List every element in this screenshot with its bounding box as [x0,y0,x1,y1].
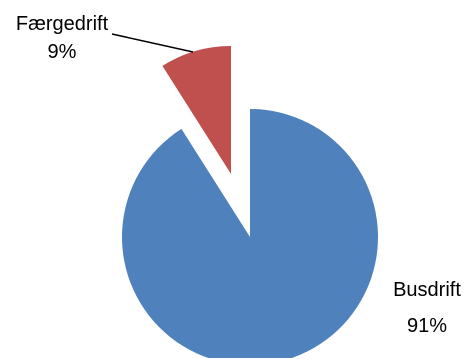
slice-value-busdrift: 91% [407,315,447,337]
slice-faergedrift [162,46,231,174]
slice-label-busdrift: Busdrift [393,279,461,301]
slice-value-faergedrift: 9% [48,41,77,63]
slice-label-faergedrift: Færgedrift [16,13,109,35]
pie-slices [122,46,378,363]
faergedrift-leader-line [111,33,194,53]
slice-busdrift [122,109,378,363]
